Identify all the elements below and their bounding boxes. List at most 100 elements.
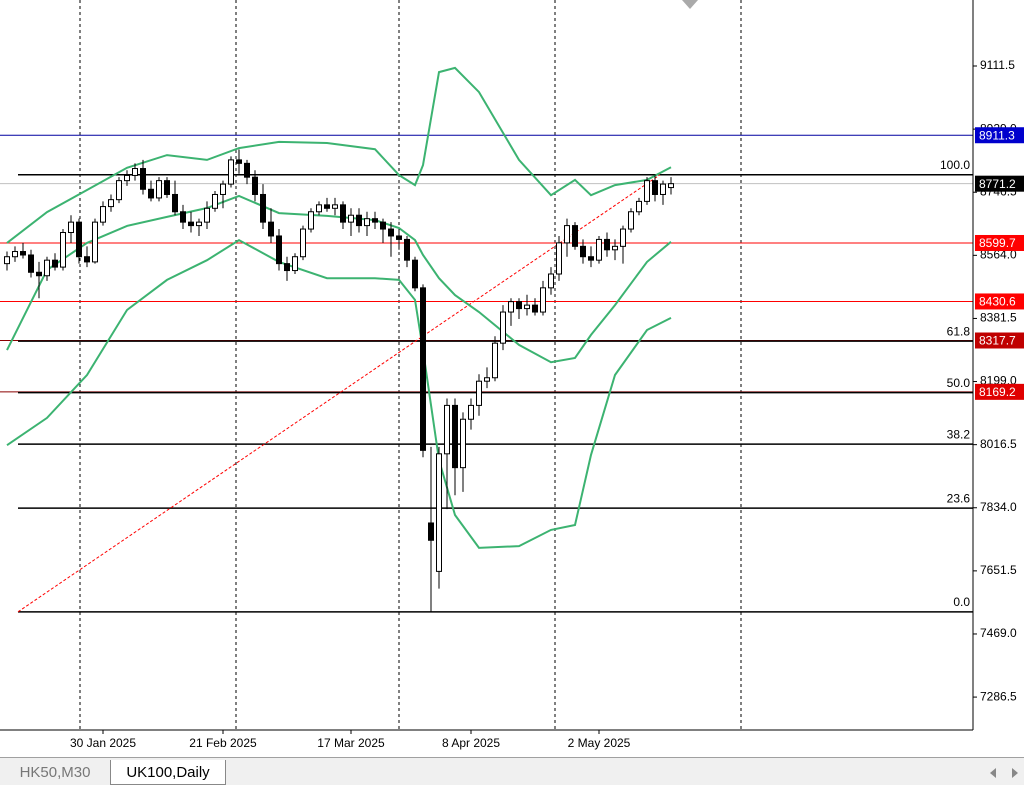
candle-body: [268, 221, 274, 237]
price-label: 8430.6: [979, 295, 1016, 309]
candle-body: [564, 225, 570, 244]
price-label: 8771.2: [979, 177, 1016, 191]
y-tick-label: 8016.5: [980, 437, 1017, 451]
candle-body: [572, 225, 578, 247]
tab-active[interactable]: UK100,Daily: [110, 760, 226, 785]
candle-body: [140, 168, 146, 190]
candle-body: [244, 162, 250, 178]
x-tick-label: 30 Jan 2025: [70, 736, 136, 750]
bollinger-middle: [6, 194, 672, 364]
candle-body: [148, 188, 154, 199]
candle-body: [348, 214, 354, 223]
candle-body: [324, 204, 330, 209]
candle-body: [468, 404, 474, 420]
price-label: 8317.7: [979, 334, 1016, 348]
bollinger-lower: [6, 238, 672, 549]
bollinger-upper: [6, 66, 672, 244]
candle-body: [212, 193, 218, 209]
candle-body: [508, 301, 514, 313]
chart: 100.061.850.038.223.60.0 9111.58929.0874…: [0, 0, 1024, 750]
candle-body: [388, 228, 394, 237]
price-label: 8911.3: [979, 128, 1015, 142]
candle-body: [124, 174, 130, 182]
x-tick-label: 17 Mar 2025: [317, 736, 385, 750]
candle-body: [252, 176, 258, 195]
tab[interactable]: HK50,M30: [19, 764, 91, 781]
candle-body: [68, 221, 74, 234]
candle-body: [652, 180, 658, 195]
candle-body: [260, 193, 266, 223]
fib-label: 100.0: [940, 158, 970, 172]
candle-body: [460, 418, 466, 469]
candle-body: [236, 159, 242, 164]
candle-body: [196, 221, 202, 227]
candle-body: [36, 271, 42, 277]
x-tick-label: 2 May 2025: [568, 736, 631, 750]
candle-body: [172, 193, 178, 213]
candle-body: [444, 404, 450, 455]
candle-body: [516, 301, 522, 310]
candle-body: [116, 180, 122, 201]
candle-body: [292, 256, 298, 272]
y-tick-label: 7469.0: [980, 626, 1017, 640]
candle-body: [476, 380, 482, 406]
candle-body: [20, 251, 26, 256]
candle-body: [412, 259, 418, 289]
candle-body: [220, 183, 226, 195]
price-label-box: [975, 127, 1024, 144]
candle-body: [372, 218, 378, 223]
candle-body: [332, 204, 338, 209]
scroll-left[interactable]: [990, 768, 996, 778]
candle-body: [300, 228, 306, 258]
y-tick-label: 8564.0: [980, 248, 1017, 262]
price-label-box: [975, 293, 1024, 310]
candle-body: [308, 211, 314, 230]
fib-label: 38.2: [947, 427, 971, 441]
scroll-right[interactable]: [1012, 768, 1018, 778]
fib-label: 50.0: [947, 376, 971, 390]
candle-body: [180, 211, 186, 223]
candle-body: [316, 204, 322, 213]
fib-label: 23.6: [947, 491, 971, 505]
candle-body: [84, 256, 90, 263]
candle-body: [44, 259, 50, 277]
candle-body: [596, 238, 602, 261]
x-tick-label: 21 Feb 2025: [189, 736, 257, 750]
candle-body: [204, 207, 210, 223]
candle-body: [484, 377, 490, 382]
candle-body: [100, 206, 106, 223]
candle-body: [228, 159, 234, 185]
candle-body: [660, 183, 666, 195]
candle-body: [76, 221, 82, 258]
tab-scroll[interactable]: [984, 763, 1024, 783]
candle-body: [428, 522, 434, 541]
candle-body: [52, 259, 58, 268]
y-tick-label: 9111.5: [980, 58, 1015, 72]
candle-body: [452, 404, 458, 469]
y-tick-label: 8381.5: [980, 311, 1017, 325]
candle-body: [60, 232, 66, 268]
candle-body: [580, 245, 586, 258]
candle-body: [548, 273, 554, 289]
candle-body: [380, 221, 386, 230]
price-label-box: [975, 383, 1024, 400]
candle-body: [540, 287, 546, 313]
candle-body: [364, 218, 370, 227]
price-label-box: [975, 332, 1024, 349]
candle-body: [500, 311, 506, 344]
candle-body: [108, 199, 114, 208]
candle-body: [28, 254, 34, 273]
candle-body: [612, 245, 618, 251]
candle-body: [284, 263, 290, 272]
candle-body: [604, 238, 610, 251]
fib-trend-line: [17, 174, 661, 613]
candle-body: [356, 214, 362, 227]
fib-label: 61.8: [947, 324, 971, 338]
candle-body: [396, 235, 402, 240]
plot: 100.0 61.8 50.0 38.2 23.6 0.0: [0, 66, 973, 613]
candle-body: [644, 180, 650, 202]
axes: 9111.58929.08746.58564.08381.58199.08016…: [70, 58, 1024, 750]
candle-body: [404, 238, 410, 261]
vertical-grid: [79, 0, 742, 730]
